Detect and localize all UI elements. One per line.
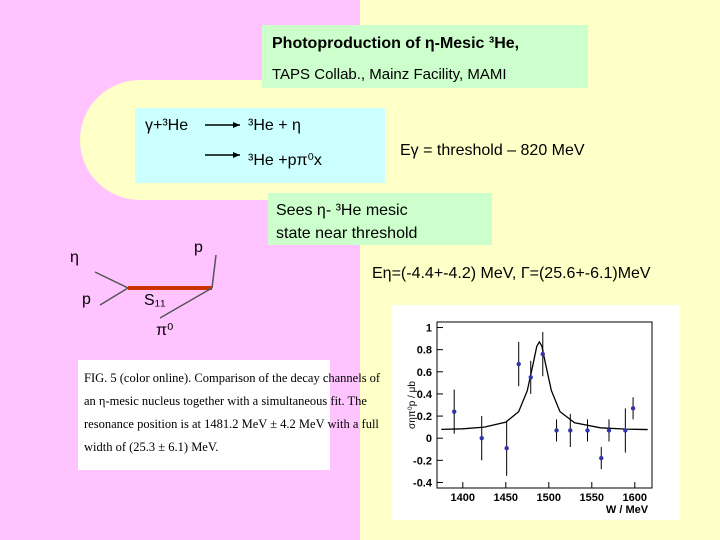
- y-label: σηπ⁰p / μb: [407, 381, 418, 429]
- x-tick-label: 1600: [623, 492, 647, 504]
- diagram-label: S₁₁: [144, 292, 165, 309]
- x-tick-label: 1500: [537, 492, 561, 504]
- diagram-label: p: [194, 239, 203, 256]
- y-tick-label: 0.8: [417, 345, 432, 357]
- energy-range: Eγ = threshold – 820 MeV: [400, 142, 585, 159]
- x-tick-label: 1550: [580, 492, 604, 504]
- y-tick-label: 0: [426, 433, 432, 445]
- x-tick-label: 1400: [451, 492, 475, 504]
- plot: 1400 1450 1500 1550 1600 -0.4 -0.2 0 0.2 0.4 0.6 0.…: [413, 323, 648, 504]
- data-point: [599, 455, 604, 461]
- data-point: [479, 436, 484, 441]
- eta-line: [94, 271, 129, 289]
- finding: Sees η- ³He mesic: [276, 202, 408, 219]
- finding: state near threshold: [276, 225, 417, 242]
- caption-box: [78, 360, 330, 470]
- data-point: [504, 445, 509, 451]
- data-point: [623, 428, 628, 433]
- data-point: [568, 428, 573, 433]
- p-out-line: [211, 254, 217, 289]
- data-point: [585, 428, 590, 433]
- fit-curve: [441, 340, 648, 431]
- y-tick-label: -0.4: [413, 477, 433, 489]
- data-point: [630, 406, 636, 411]
- data-point: [452, 409, 457, 414]
- reaction-eta: ³He + η: [248, 117, 301, 134]
- pion-line: [159, 287, 213, 319]
- plot-frame: [436, 321, 653, 489]
- data-point: [528, 375, 533, 380]
- reaction-box: [135, 108, 385, 183]
- x-tick-label: 1450: [494, 492, 518, 504]
- reaction-pion: ³He +pπ⁰x: [248, 152, 322, 169]
- title: Photoproduction of η-Mesic ³He,: [272, 35, 519, 52]
- arrowhead: [233, 122, 240, 128]
- p-line: [99, 287, 129, 306]
- y-tick-label: 0.2: [417, 411, 432, 423]
- caption: FIG. 5 (color online). Comparison of the…: [84, 371, 381, 385]
- y-tick-label: 0.4: [417, 389, 433, 401]
- result: Eη=(-4.4+-4.2) MeV, Γ=(25.6+-6.1)MeV: [372, 265, 651, 282]
- y-tick-label: -0.2: [413, 455, 432, 467]
- caption: width of (25.3 ± 6.1) MeV.: [84, 440, 218, 454]
- plot-box: [392, 305, 680, 520]
- arrowhead: [233, 152, 240, 158]
- caption: resonance position is at 1481.2 MeV ± 4.…: [84, 417, 379, 431]
- diagram-label: π⁰: [156, 322, 173, 339]
- diagram-label: η: [70, 249, 79, 266]
- reaction-initial: γ+³He: [145, 117, 188, 134]
- data-point: [516, 361, 521, 367]
- subtitle: TAPS Collab., Mainz Facility, MAMI: [272, 66, 507, 83]
- caption: an η-mesic nucleus together with a simul…: [84, 394, 367, 408]
- diagram-label: p: [82, 291, 91, 308]
- data-point: [554, 428, 559, 433]
- data-point: [606, 428, 612, 433]
- x-label: W / MeV: [606, 504, 649, 516]
- title-box: [262, 25, 588, 88]
- y-tick-label: 0.6: [417, 367, 432, 379]
- finding-box: [268, 193, 492, 245]
- data-point: [540, 351, 545, 357]
- y-tick-label: 1: [426, 323, 432, 335]
